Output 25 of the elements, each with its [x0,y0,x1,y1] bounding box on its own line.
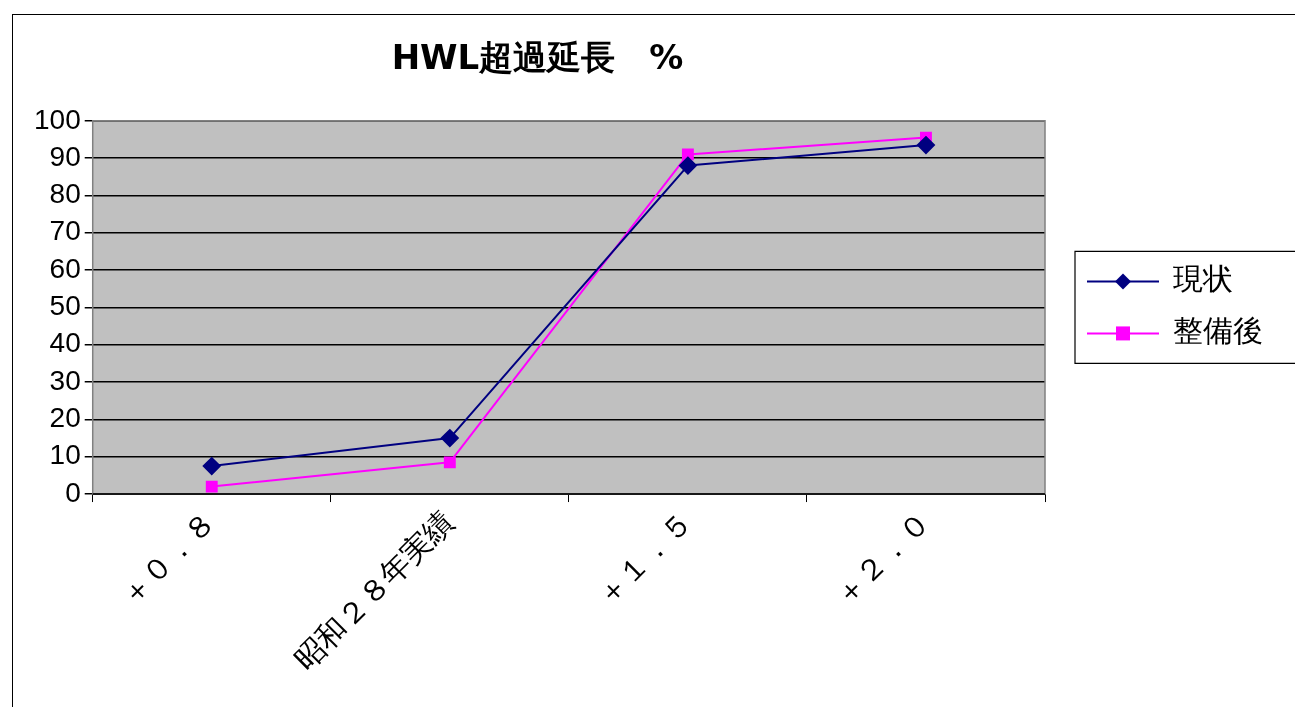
point [202,457,221,476]
x-tick-label: ＋２．０ [827,504,937,613]
y-tick-label: 30 [49,364,81,396]
legend-label: 現状 [1173,261,1233,297]
point [443,456,456,469]
point [678,156,697,175]
point [440,429,459,448]
y-tick-label: 20 [49,402,81,434]
x-tick-label: 昭和２８年実績 [288,504,460,677]
point [916,136,935,155]
y-tick-label: 100 [34,103,81,135]
point [205,480,218,493]
legend-label: 整備後 [1173,313,1263,349]
y-tick-label: 80 [49,178,81,210]
y-tick-label: 0 [65,476,81,508]
y-tick-label: 10 [49,439,81,471]
x-tick-label: ＋１．５ [589,504,698,613]
chart-title: HWL超過延長 % [391,37,684,78]
point [681,148,694,161]
x-tick-label: ＋０．８ [113,504,222,613]
y-tick-label: 70 [49,215,81,247]
y-tick-label: 60 [49,252,81,284]
y-tick-label: 90 [49,140,81,172]
y-tick-label: 40 [49,327,81,359]
y-tick-label: 50 [49,290,81,322]
